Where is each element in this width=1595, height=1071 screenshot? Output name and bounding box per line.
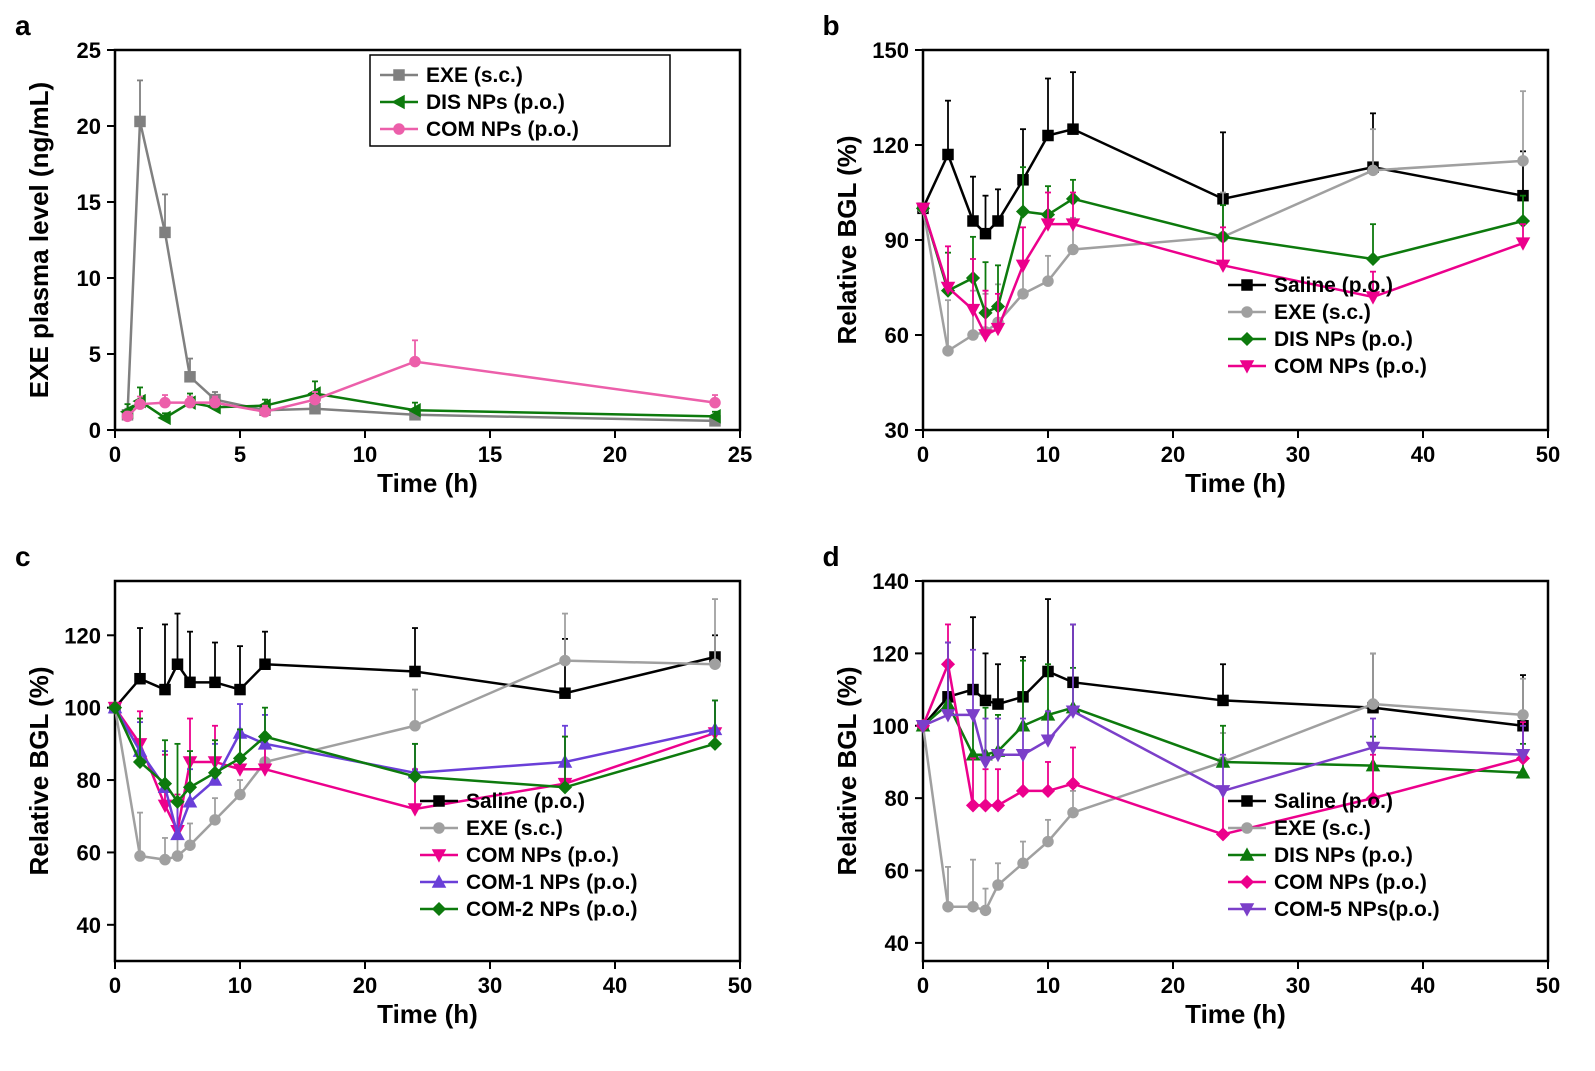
svg-text:EXE (s.c.): EXE (s.c.) (1274, 301, 1371, 324)
panel-d: d 01020304050406080100120140Time (h)Rela… (828, 551, 1576, 1052)
svg-text:30: 30 (478, 973, 502, 998)
svg-text:40: 40 (1410, 973, 1434, 998)
svg-text:60: 60 (77, 840, 101, 865)
svg-text:Relative BGL (%): Relative BGL (%) (832, 666, 862, 875)
svg-text:DIS NPs (p.o.): DIS NPs (p.o.) (1274, 844, 1413, 867)
svg-text:120: 120 (872, 133, 909, 158)
svg-text:Saline (p.o.): Saline (p.o.) (1274, 790, 1393, 813)
svg-text:0: 0 (109, 442, 121, 467)
svg-text:EXE (s.c.): EXE (s.c.) (426, 64, 523, 87)
svg-text:0: 0 (109, 973, 121, 998)
svg-text:100: 100 (872, 713, 909, 738)
svg-text:EXE (s.c.): EXE (s.c.) (466, 817, 563, 840)
svg-text:Relative BGL (%): Relative BGL (%) (832, 135, 862, 344)
svg-text:60: 60 (884, 323, 908, 348)
svg-text:25: 25 (77, 38, 101, 63)
panel-label-c: c (15, 541, 31, 573)
svg-text:Time (h): Time (h) (377, 468, 478, 498)
svg-text:100: 100 (64, 695, 101, 720)
svg-text:40: 40 (603, 973, 627, 998)
svg-text:140: 140 (872, 569, 909, 594)
svg-text:Time (h): Time (h) (377, 999, 478, 1029)
chart-c: 0 10 20 30 40 50 40 60 80 100 120 Time (h) Relative … (20, 551, 760, 1041)
legend: Saline (p.o.) EXE (s.c.) DIS NPs (p.o.) COM… (1228, 790, 1440, 921)
panel-label-d: d (823, 541, 840, 573)
svg-text:Saline (p.o.): Saline (p.o.) (466, 790, 585, 813)
svg-text:30: 30 (1285, 973, 1309, 998)
svg-text:Saline (p.o.): Saline (p.o.) (1274, 274, 1393, 297)
svg-text:30: 30 (884, 418, 908, 443)
figure-grid: a 05101520250510152025Time (h)EXE plasma… (20, 20, 1575, 1051)
svg-text:20: 20 (603, 442, 627, 467)
chart-b: 0 10 20 30 40 50 30 60 90 120 150 Time (h) Relative … (828, 20, 1568, 510)
svg-text:COM-1 NPs (p.o.): COM-1 NPs (p.o.) (466, 871, 638, 894)
svg-text:5: 5 (234, 442, 246, 467)
svg-text:COM-2 NPs (p.o.): COM-2 NPs (p.o.) (466, 898, 638, 921)
svg-text:0: 0 (916, 973, 928, 998)
svg-text:10: 10 (1035, 442, 1059, 467)
svg-text:40: 40 (884, 930, 908, 955)
svg-text:120: 120 (64, 623, 101, 648)
svg-text:50: 50 (1535, 442, 1559, 467)
panel-b: b 01020304050306090120150Time (h)Relativ… (828, 20, 1576, 521)
svg-text:0: 0 (89, 418, 101, 443)
panel-label-b: b (823, 10, 840, 42)
svg-text:150: 150 (872, 38, 909, 63)
svg-text:15: 15 (478, 442, 502, 467)
svg-text:15: 15 (77, 190, 101, 215)
svg-text:10: 10 (77, 266, 101, 291)
svg-text:20: 20 (353, 973, 377, 998)
legend: Saline (p.o.) EXE (s.c.) COM NPs (p.o.) COM… (420, 790, 638, 921)
svg-text:COM NPs (p.o.): COM NPs (p.o.) (1274, 871, 1427, 894)
chart-d: 0 10 20 30 40 50 40 60 80 100 120 140 Time (h) Relati… (828, 551, 1568, 1041)
svg-text:40: 40 (77, 912, 101, 937)
svg-text:Time (h): Time (h) (1185, 999, 1286, 1029)
svg-text:EXE plasma level (ng/mL): EXE plasma level (ng/mL) (24, 82, 54, 398)
svg-text:50: 50 (1535, 973, 1559, 998)
svg-text:5: 5 (89, 342, 101, 367)
svg-text:DIS NPs (p.o.): DIS NPs (p.o.) (1274, 328, 1413, 351)
svg-text:10: 10 (1035, 973, 1059, 998)
svg-text:20: 20 (1160, 973, 1184, 998)
legend: EXE (s.c.) DIS NPs (p.o.) COM NPs (p.o.) (370, 55, 670, 146)
svg-text:10: 10 (353, 442, 377, 467)
svg-text:Relative BGL (%): Relative BGL (%) (24, 666, 54, 875)
svg-text:80: 80 (77, 768, 101, 793)
svg-text:COM NPs (p.o.): COM NPs (p.o.) (1274, 355, 1427, 378)
panel-label-a: a (15, 10, 31, 42)
panel-c: c 01020304050406080100120Time (h)Relativ… (20, 551, 768, 1052)
svg-text:60: 60 (884, 858, 908, 883)
svg-text:10: 10 (228, 973, 252, 998)
svg-text:50: 50 (728, 973, 752, 998)
svg-text:20: 20 (1160, 442, 1184, 467)
svg-text:90: 90 (884, 228, 908, 253)
svg-text:0: 0 (916, 442, 928, 467)
panel-a: a 05101520250510152025Time (h)EXE plasma… (20, 20, 768, 521)
svg-text:25: 25 (728, 442, 752, 467)
svg-text:40: 40 (1410, 442, 1434, 467)
svg-text:Time (h): Time (h) (1185, 468, 1286, 498)
svg-text:DIS NPs (p.o.): DIS NPs (p.o.) (426, 91, 565, 114)
svg-text:120: 120 (872, 641, 909, 666)
svg-text:30: 30 (1285, 442, 1309, 467)
svg-text:COM NPs (p.o.): COM NPs (p.o.) (426, 118, 579, 141)
svg-text:80: 80 (884, 786, 908, 811)
chart-a: 0 5 10 15 20 25 0 5 10 15 20 25 Time (h) EXE plasma l… (20, 20, 760, 510)
svg-text:COM NPs (p.o.): COM NPs (p.o.) (466, 844, 619, 867)
svg-text:COM-5 NPs(p.o.): COM-5 NPs(p.o.) (1274, 898, 1440, 921)
svg-text:20: 20 (77, 114, 101, 139)
svg-text:EXE (s.c.): EXE (s.c.) (1274, 817, 1371, 840)
